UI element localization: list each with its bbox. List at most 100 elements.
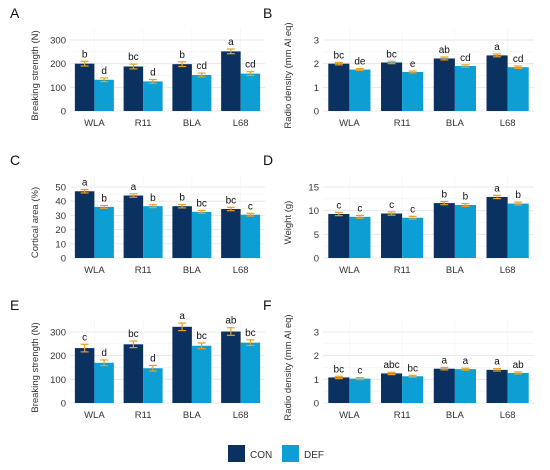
bar-con-bla <box>172 206 192 258</box>
x-tick-label: L68 <box>500 118 516 129</box>
x-tick-label: L68 <box>233 410 249 421</box>
significance-letter: b <box>150 193 156 204</box>
bar-def-bla <box>191 75 212 111</box>
significance-letter: d <box>150 68 156 79</box>
y-axis-label: Breaking strength (N) <box>30 30 41 120</box>
panel-e: E 0 100 200 300 Breaking strength (N) c d WLA bc d… <box>10 297 265 421</box>
significance-letter: c <box>248 201 253 212</box>
error-bar <box>334 211 343 217</box>
panel-d: D 0 5 10 15 Weight (g) c c WLA c c R11 b b BLA a b L68 <box>263 152 534 276</box>
bar-con-r11 <box>123 195 144 258</box>
x-tick-label: R11 <box>135 265 152 276</box>
error-bar <box>129 193 138 198</box>
bar-def-wla <box>349 216 371 258</box>
y-tick-label: 10 <box>55 239 66 250</box>
x-tick-label: WLA <box>84 118 105 129</box>
x-tick-label: BLA <box>446 410 465 421</box>
bar-con-l68 <box>221 331 241 403</box>
bar-def-wla <box>349 69 371 111</box>
error-bar <box>100 77 109 83</box>
error-bar <box>440 366 449 371</box>
bar-con-l68 <box>486 55 508 111</box>
y-tick-label: 30 <box>55 211 66 222</box>
significance-letter: b <box>82 49 88 60</box>
error-bar <box>148 204 157 209</box>
y-axis-label: Radio density (mm Al eq) <box>283 22 294 128</box>
bar-def-wla <box>94 79 114 111</box>
significance-letter: abc <box>384 360 400 371</box>
error-bar <box>493 53 502 58</box>
significance-letter: de <box>354 57 366 68</box>
bar-def-bla <box>454 204 476 258</box>
significance-letter: bc <box>245 328 256 339</box>
bar-con-wla <box>74 191 95 258</box>
error-bar <box>148 364 157 372</box>
significance-letter: e <box>410 59 416 70</box>
error-bar <box>408 215 417 220</box>
significance-letter: bc <box>196 331 207 342</box>
y-axis-label: Radio density (mm Al eq) <box>283 314 294 420</box>
error-bar <box>493 368 502 372</box>
y-tick-label: 0 <box>314 107 319 118</box>
legend-swatch-def <box>282 445 299 462</box>
x-tick-label: BLA <box>183 265 202 276</box>
bar-def-l68 <box>507 67 529 111</box>
error-bar <box>493 194 502 200</box>
bar-con-bla <box>172 64 192 111</box>
significance-letter: a <box>82 178 88 189</box>
significance-letter: bc <box>334 364 345 375</box>
significance-letter: a <box>442 356 448 367</box>
bar-con-bla <box>172 326 192 403</box>
panel-c: C 0 10 20 30 40 50 Cortical area (%) a b WLA a b R11 b… <box>10 152 265 276</box>
y-tick-label: 1 <box>314 375 319 386</box>
y-tick-label: 300 <box>50 328 66 339</box>
bar-con-wla <box>74 63 95 111</box>
y-tick-label: 50 <box>55 183 66 194</box>
bar-def-bla <box>191 211 212 258</box>
error-bar <box>334 375 343 380</box>
bar-def-r11 <box>402 71 424 111</box>
y-tick-label: 0 <box>314 399 319 410</box>
significance-letter: c <box>357 203 362 214</box>
error-bar <box>461 64 470 68</box>
error-bar <box>246 71 255 77</box>
panel-letter: C <box>10 152 20 168</box>
legend-label-con: CON <box>250 450 272 461</box>
significance-letter: a <box>494 42 500 53</box>
bar-def-bla <box>191 345 212 403</box>
x-tick-label: L68 <box>233 265 249 276</box>
significance-letter: cd <box>460 53 471 64</box>
significance-letter: bc <box>226 195 237 206</box>
y-tick-label: 10 <box>308 206 319 217</box>
error-bar <box>226 48 235 55</box>
x-tick-label: WLA <box>339 118 360 129</box>
significance-letter: b <box>515 190 521 201</box>
y-tick-label: 200 <box>50 59 66 70</box>
bar-def-l68 <box>507 372 529 403</box>
bar-con-r11 <box>381 62 403 111</box>
x-tick-label: WLA <box>84 265 105 276</box>
y-tick-label: 300 <box>50 36 66 47</box>
significance-letter: a <box>179 311 185 322</box>
bar-con-bla <box>433 58 455 111</box>
y-tick-label: 0 <box>61 254 66 265</box>
error-bar <box>100 359 109 367</box>
bar-def-r11 <box>143 81 163 111</box>
x-tick-label: R11 <box>394 265 411 276</box>
panel-letter: E <box>10 297 19 313</box>
x-tick-label: L68 <box>500 410 516 421</box>
x-tick-label: R11 <box>394 118 411 129</box>
significance-letter: bc <box>128 52 139 63</box>
bar-con-r11 <box>123 344 144 403</box>
error-bar <box>197 209 206 214</box>
significance-letter: a <box>131 182 137 193</box>
significance-letter: bc <box>196 198 207 209</box>
x-tick-label: WLA <box>339 265 360 276</box>
error-bar <box>461 367 470 371</box>
bar-con-r11 <box>381 213 403 258</box>
significance-letter: c <box>336 200 341 211</box>
bar-def-wla <box>349 378 371 403</box>
significance-letter: b <box>101 193 107 204</box>
